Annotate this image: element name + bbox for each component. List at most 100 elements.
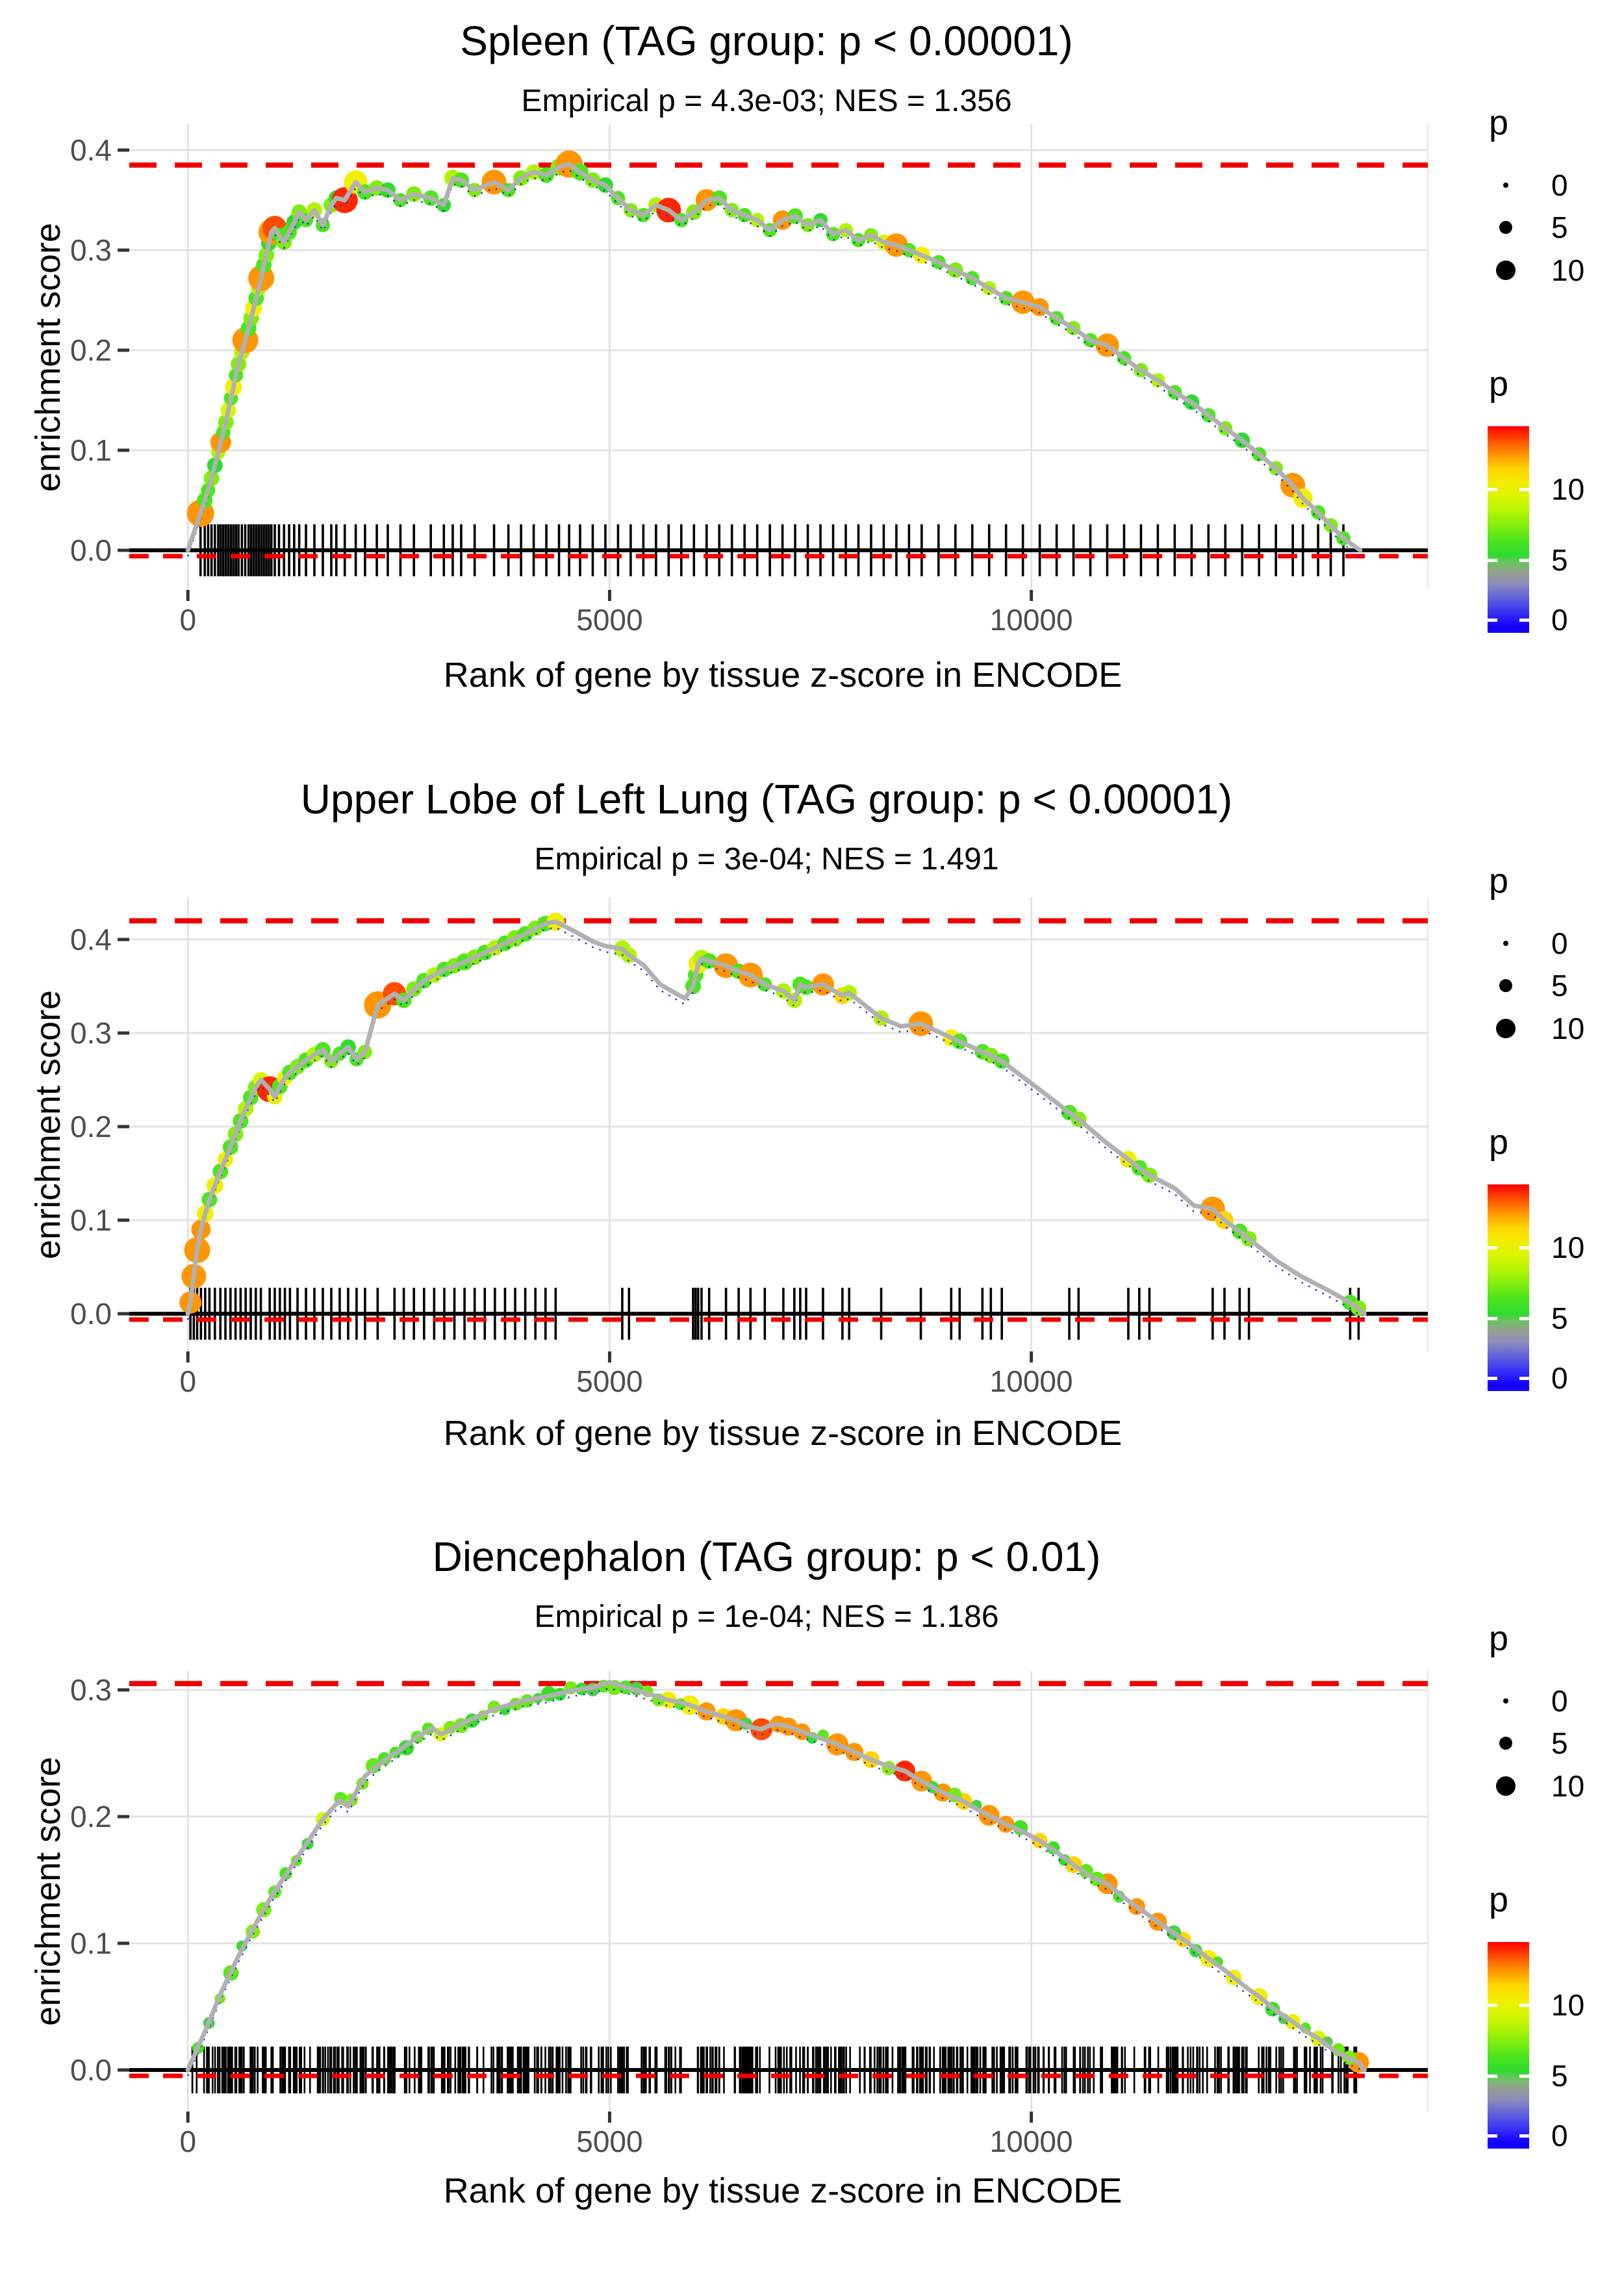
enrichment-plot-spleen: 0.0 0.1 0.2 0.3 0.4 0 5000 10000 (70, 124, 1429, 637)
colorbar-tick (1488, 1246, 1497, 1249)
colorbar-tick (1519, 488, 1529, 491)
color-legend-label: 0 (1551, 1361, 1568, 1395)
x-tick-label: 5000 (576, 2125, 642, 2158)
size-legend-label: 0 (1551, 168, 1568, 202)
colorbar (1488, 426, 1529, 633)
x-tick-label: 0 (179, 603, 196, 637)
panel-spleen: 0.0 0.1 0.2 0.3 0.4 0 5000 10000 Spleen (TAG gr… (0, 0, 1624, 758)
panel-title: Upper Lobe of Left Lung (TAG group: p < … (300, 776, 1233, 823)
size-legend-dot (1496, 1019, 1516, 1038)
x-tick-label: 10000 (990, 603, 1073, 637)
color-legend-title: p (1489, 1123, 1509, 1162)
color-legend-label: 0 (1551, 2119, 1568, 2153)
colorbar-tick (1488, 1317, 1497, 1320)
colorbar-tick (1519, 2004, 1529, 2007)
size-legend-label: 0 (1551, 1684, 1568, 1718)
x-tick-label: 5000 (576, 603, 642, 637)
y-tick-label: 0.0 (70, 1297, 112, 1331)
y-tick-label: 0.3 (70, 1016, 112, 1050)
size-legend-dot (1503, 183, 1508, 188)
es-curve-dotted (186, 926, 1365, 1320)
size-legend-label: 0 (1551, 926, 1568, 960)
colorbar-tick (1488, 1377, 1497, 1380)
colorbar-tick (1488, 2004, 1497, 2007)
colorbar (1488, 1942, 1529, 2149)
page-title: Spleen (TAG group: p < 0.00001) (460, 18, 1073, 64)
enrichment-plot-diencephalon: 0.0 0.1 0.2 0.3 0 5000 10000 (70, 1671, 1429, 2158)
color-legend-label: 5 (1551, 1301, 1568, 1335)
x-axis-title: Rank of gene by tissue z-score in ENCODE (443, 1414, 1123, 1453)
y-tick-label: 0.1 (70, 1203, 112, 1237)
y-tick-label: 0.1 (70, 1926, 112, 1960)
size-legend-label: 10 (1551, 1769, 1585, 1803)
size-legend-label: 10 (1551, 253, 1585, 287)
color-legend-label: 10 (1551, 472, 1585, 506)
panel-subtitle: Empirical p = 4.3e-03; NES = 1.356 (521, 84, 1012, 118)
es-curve (185, 1680, 1367, 2073)
panel-title: Diencephalon (TAG group: p < 0.01) (432, 1533, 1101, 1580)
colorbar-tick (1488, 559, 1497, 562)
es-curve (185, 919, 1367, 1316)
colorbar-tick (1519, 559, 1529, 562)
es-curve (185, 162, 1363, 553)
y-tick-label: 0.1 (70, 433, 112, 467)
size-legend-dot (1503, 1698, 1508, 1704)
x-axis-title: Rank of gene by tissue z-score in ENCODE (443, 656, 1123, 695)
color-legend-label: 5 (1551, 543, 1568, 577)
y-tick-label: 0.0 (70, 533, 112, 567)
x-tick-label: 0 (179, 1364, 196, 1398)
x-tick-label: 5000 (576, 1364, 642, 1398)
color-legend-title: p (1489, 1880, 1509, 1919)
color-legend-title: p (1489, 364, 1509, 403)
es-curve-dotted (187, 169, 1361, 557)
x-axis-title: Rank of gene by tissue z-score in ENCODE (443, 2171, 1123, 2210)
colorbar-tick (1519, 2075, 1529, 2078)
colorbar-tick (1488, 488, 1497, 491)
color-legend-label: 5 (1551, 2059, 1568, 2093)
size-legend-title: p (1489, 1619, 1509, 1658)
colorbar-tick (1488, 2134, 1497, 2138)
colorbar-tick (1519, 619, 1529, 622)
size-legend-dot (1496, 261, 1516, 280)
colorbar-tick (1519, 1246, 1529, 1249)
colorbar-tick (1488, 2075, 1497, 2078)
panel-subtitle: Empirical p = 3e-04; NES = 1.491 (534, 842, 999, 876)
size-legend-dot (1499, 979, 1512, 992)
y-tick-label: 0.4 (70, 923, 112, 956)
y-axis-title: enrichment score (29, 222, 68, 492)
es-curve-dotted (187, 1687, 1365, 2076)
size-legend-label: 10 (1551, 1012, 1585, 1045)
size-legend-dot (1499, 221, 1512, 234)
size-legend-dot (1496, 1776, 1516, 1796)
colorbar (1488, 1184, 1529, 1391)
colorbar-tick (1488, 619, 1497, 622)
y-tick-label: 0.3 (70, 1673, 112, 1707)
size-legend-label: 5 (1551, 211, 1568, 244)
y-axis-title: enrichment score (29, 1756, 68, 2026)
size-legend-dot (1503, 941, 1508, 946)
color-legend-label: 0 (1551, 603, 1568, 637)
colorbar-tick (1519, 2134, 1529, 2138)
y-tick-label: 0.0 (70, 2053, 112, 2087)
colorbar-tick (1519, 1377, 1529, 1380)
y-tick-label: 0.2 (70, 333, 112, 367)
size-legend-title: p (1489, 862, 1509, 901)
colorbar-tick (1519, 1317, 1529, 1320)
size-legend-label: 5 (1551, 1726, 1568, 1760)
size-legend-dot (1499, 1737, 1512, 1750)
panel-upper-lobe-left-lung: 0.0 0.1 0.2 0.3 0.4 0 5000 10000 Upper Lobe of … (0, 758, 1624, 1516)
y-tick-label: 0.4 (70, 133, 112, 167)
x-tick-label: 10000 (990, 1364, 1073, 1398)
y-tick-label: 0.3 (70, 233, 112, 267)
x-tick-label: 10000 (990, 2125, 1073, 2158)
size-legend-label: 5 (1551, 969, 1568, 1003)
panel-diencephalon: 0.0 0.1 0.2 0.3 0 5000 10000 Diencephalon (TAG… (0, 1516, 1624, 2274)
x-tick-label: 0 (179, 2125, 196, 2158)
y-axis-title: enrichment score (29, 990, 68, 1259)
color-legend-label: 10 (1551, 1231, 1585, 1264)
y-tick-label: 0.2 (70, 1110, 112, 1143)
color-legend-label: 10 (1551, 1988, 1585, 2022)
panel-subtitle: Empirical p = 1e-04; NES = 1.186 (534, 1600, 999, 1634)
size-legend-title: p (1489, 103, 1509, 142)
